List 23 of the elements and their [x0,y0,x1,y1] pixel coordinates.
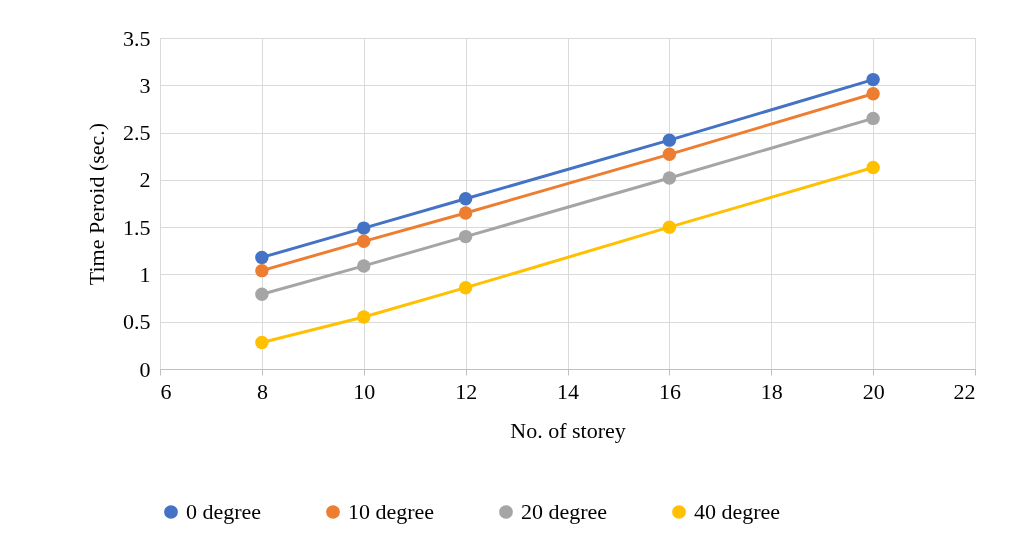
legend-label: 40 degree [694,499,781,524]
x-tick-label: 8 [256,378,268,404]
y-tick-label: 2 [139,167,151,193]
y-tick-label: 3 [139,72,151,98]
x-tick-label: 14 [557,378,579,404]
y-axis-title: Time Peroid (sec.) [84,122,109,286]
legend-label: 0 degree [186,499,262,524]
x-tick-label: 10 [353,378,376,404]
x-tick-label: 12 [455,378,478,404]
x-tick-label: 20 [862,378,885,404]
x-tick-label: 16 [658,378,681,404]
x-tick-label: 22 [953,378,976,404]
x-tick-label: 6 [160,378,172,404]
legend-label: 10 degree [348,499,435,524]
y-tick-label: 0 [139,356,151,382]
y-tick-label: 1.5 [123,214,151,240]
x-tick-label: 18 [760,378,783,404]
x-axis-title: No. of storey [510,417,626,443]
y-tick-label: 3.5 [123,25,151,51]
legend-label: 20 degree [521,499,608,524]
y-tick-label: 2.5 [123,120,151,146]
y-tick-label: 0.5 [123,309,151,335]
y-tick-label: 1 [139,261,151,287]
